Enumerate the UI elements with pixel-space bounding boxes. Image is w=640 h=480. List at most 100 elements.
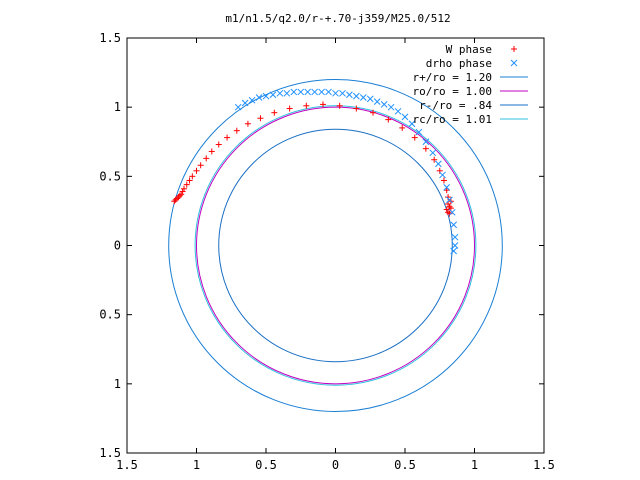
y-tick-label: 1.5 <box>99 446 121 460</box>
marker-stroke <box>332 89 339 97</box>
axis-ticks: 1.5 1 0.5 0 0.5 1 1.51.510.500.511.5 <box>99 31 555 472</box>
w-phase-point <box>174 195 181 202</box>
marker-stroke <box>346 91 353 99</box>
drho-phase-point <box>248 96 256 104</box>
marker-stroke <box>276 89 284 97</box>
marker-stroke <box>234 103 242 111</box>
marker-stroke <box>366 95 374 103</box>
chart-title: m1/n1.5/q2.0/r-+.70-j359/M25.0/512 <box>225 12 450 25</box>
marker-stroke <box>290 88 298 96</box>
w-phase-point <box>171 198 178 205</box>
legend-label: r+/ro = 1.20 <box>413 71 492 84</box>
marker-stroke <box>387 103 395 111</box>
drho-phase-point <box>318 88 325 96</box>
legend-marker <box>510 59 518 67</box>
drho-phase-point <box>450 221 458 229</box>
w-phase-point <box>208 148 215 155</box>
drho-phase-point <box>443 184 451 191</box>
w-phase-point <box>399 124 406 131</box>
marker-stroke <box>255 94 263 101</box>
drho-phase-point <box>359 94 367 101</box>
drho-phase-point <box>429 149 437 157</box>
w-phase-point <box>446 203 453 210</box>
x-tick-label: 0.5 <box>255 458 277 472</box>
x-tick-label: 1 <box>471 458 478 472</box>
marker-stroke <box>248 96 256 104</box>
drho-phase-point <box>446 196 453 204</box>
drho-phase-point <box>448 208 456 216</box>
legend-label: W phase <box>446 43 492 56</box>
marker-stroke <box>401 113 409 121</box>
marker-stroke <box>339 89 346 97</box>
legend-label: rc/ro = 1.01 <box>413 113 492 126</box>
marker-stroke <box>318 88 325 96</box>
marker-stroke <box>311 88 319 96</box>
x-tick-label: 1 <box>193 458 200 472</box>
x-tick-label: 1.5 <box>533 458 555 472</box>
y-tick-label: 0 <box>114 239 121 253</box>
marker-stroke <box>446 196 453 204</box>
marker-stroke <box>448 208 456 216</box>
marker-stroke <box>352 92 360 100</box>
y-tick-label: 1 <box>114 100 121 114</box>
w-phase-point <box>271 109 278 116</box>
w-phase-point <box>179 188 186 195</box>
w-phase-point <box>224 134 231 141</box>
drho-phase-point <box>451 233 459 241</box>
drho-phase-point <box>290 88 298 96</box>
marker-stroke <box>415 128 423 136</box>
marker-stroke <box>359 94 367 101</box>
marker-stroke <box>510 59 518 67</box>
w-phase-point <box>215 141 222 148</box>
marker-stroke <box>304 88 312 96</box>
w-phase-point <box>197 162 204 169</box>
y-tick-label: 0.5 <box>99 308 121 322</box>
y-tick-label: 1.5 <box>99 31 121 45</box>
circle-rc-ro-1-01 <box>194 105 477 386</box>
w-phase-point <box>385 116 392 123</box>
drho-phase-point <box>311 88 319 96</box>
drho-phase-point <box>387 103 395 111</box>
drho-phase-point <box>262 92 270 100</box>
marker-stroke <box>435 160 442 168</box>
x-tick-label: 1.5 <box>116 458 138 472</box>
drho-phase-point <box>439 171 446 179</box>
drho-phase-point <box>366 95 374 103</box>
marker-stroke <box>241 99 249 107</box>
w-phase-point <box>183 181 190 188</box>
drho-phase-point <box>297 88 305 96</box>
drho-phase-point <box>304 88 312 96</box>
legend-label: ro/ro = 1.00 <box>413 85 492 98</box>
w-phase-point <box>176 192 183 199</box>
w-phase-point <box>431 156 438 163</box>
w-phase-point <box>286 105 293 112</box>
w-phase-point <box>319 101 326 108</box>
drho-phase-point <box>332 89 339 97</box>
w-phase-point <box>411 134 418 141</box>
drho-phase-point <box>408 120 416 128</box>
drho-phase-point <box>450 247 458 255</box>
y-tick-label: 0.5 <box>99 169 121 183</box>
data-points <box>171 88 459 255</box>
w-phase-point <box>447 205 454 212</box>
marker-stroke <box>451 242 459 249</box>
reference-circles <box>168 79 503 412</box>
drho-phase-point <box>435 160 442 168</box>
w-phase-point <box>445 209 452 216</box>
y-tick-label: 1 <box>114 377 121 391</box>
drho-phase-point <box>325 88 332 96</box>
marker-stroke <box>373 98 381 105</box>
marker-stroke <box>450 247 458 255</box>
w-phase-point <box>244 120 251 127</box>
w-phase-point <box>203 155 210 162</box>
marker-stroke <box>408 120 416 128</box>
drho-phase-point <box>451 242 459 249</box>
drho-phase-point <box>352 92 360 100</box>
w-phase-point <box>440 177 447 184</box>
w-phase-point <box>178 191 185 198</box>
w-phase-point <box>370 109 377 116</box>
marker-stroke <box>422 138 430 146</box>
w-phase-point <box>353 105 360 112</box>
